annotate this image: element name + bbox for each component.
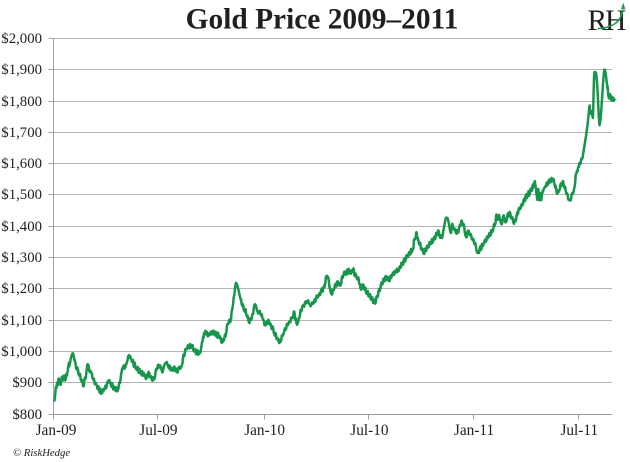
svg-text:Jul-09: Jul-09 [139,422,178,439]
svg-text:$1,500: $1,500 [1,187,42,203]
svg-text:Jul-10: Jul-10 [350,422,389,439]
svg-text:$1,900: $1,900 [1,62,42,78]
svg-text:$1,100: $1,100 [1,313,42,329]
svg-text:$1,200: $1,200 [1,281,42,297]
svg-text:$800: $800 [12,407,42,423]
svg-text:$900: $900 [12,375,42,391]
svg-text:Gold Price 2009–2011: Gold Price 2009–2011 [186,4,459,36]
svg-text:$1,000: $1,000 [1,344,42,360]
svg-text:$1,300: $1,300 [1,250,42,266]
svg-text:$2,000: $2,000 [1,31,42,47]
svg-text:Jul-11: Jul-11 [560,422,598,439]
svg-text:$1,400: $1,400 [1,219,42,235]
svg-text:H: H [605,5,626,37]
svg-text:Jan-11: Jan-11 [454,422,494,439]
svg-text:Jan-10: Jan-10 [244,422,285,439]
svg-text:Jan-09: Jan-09 [36,422,77,439]
svg-text:© RiskHedge: © RiskHedge [13,447,70,459]
svg-text:$1,600: $1,600 [1,156,42,172]
svg-text:$1,700: $1,700 [1,125,42,141]
svg-text:$1,800: $1,800 [1,94,42,110]
